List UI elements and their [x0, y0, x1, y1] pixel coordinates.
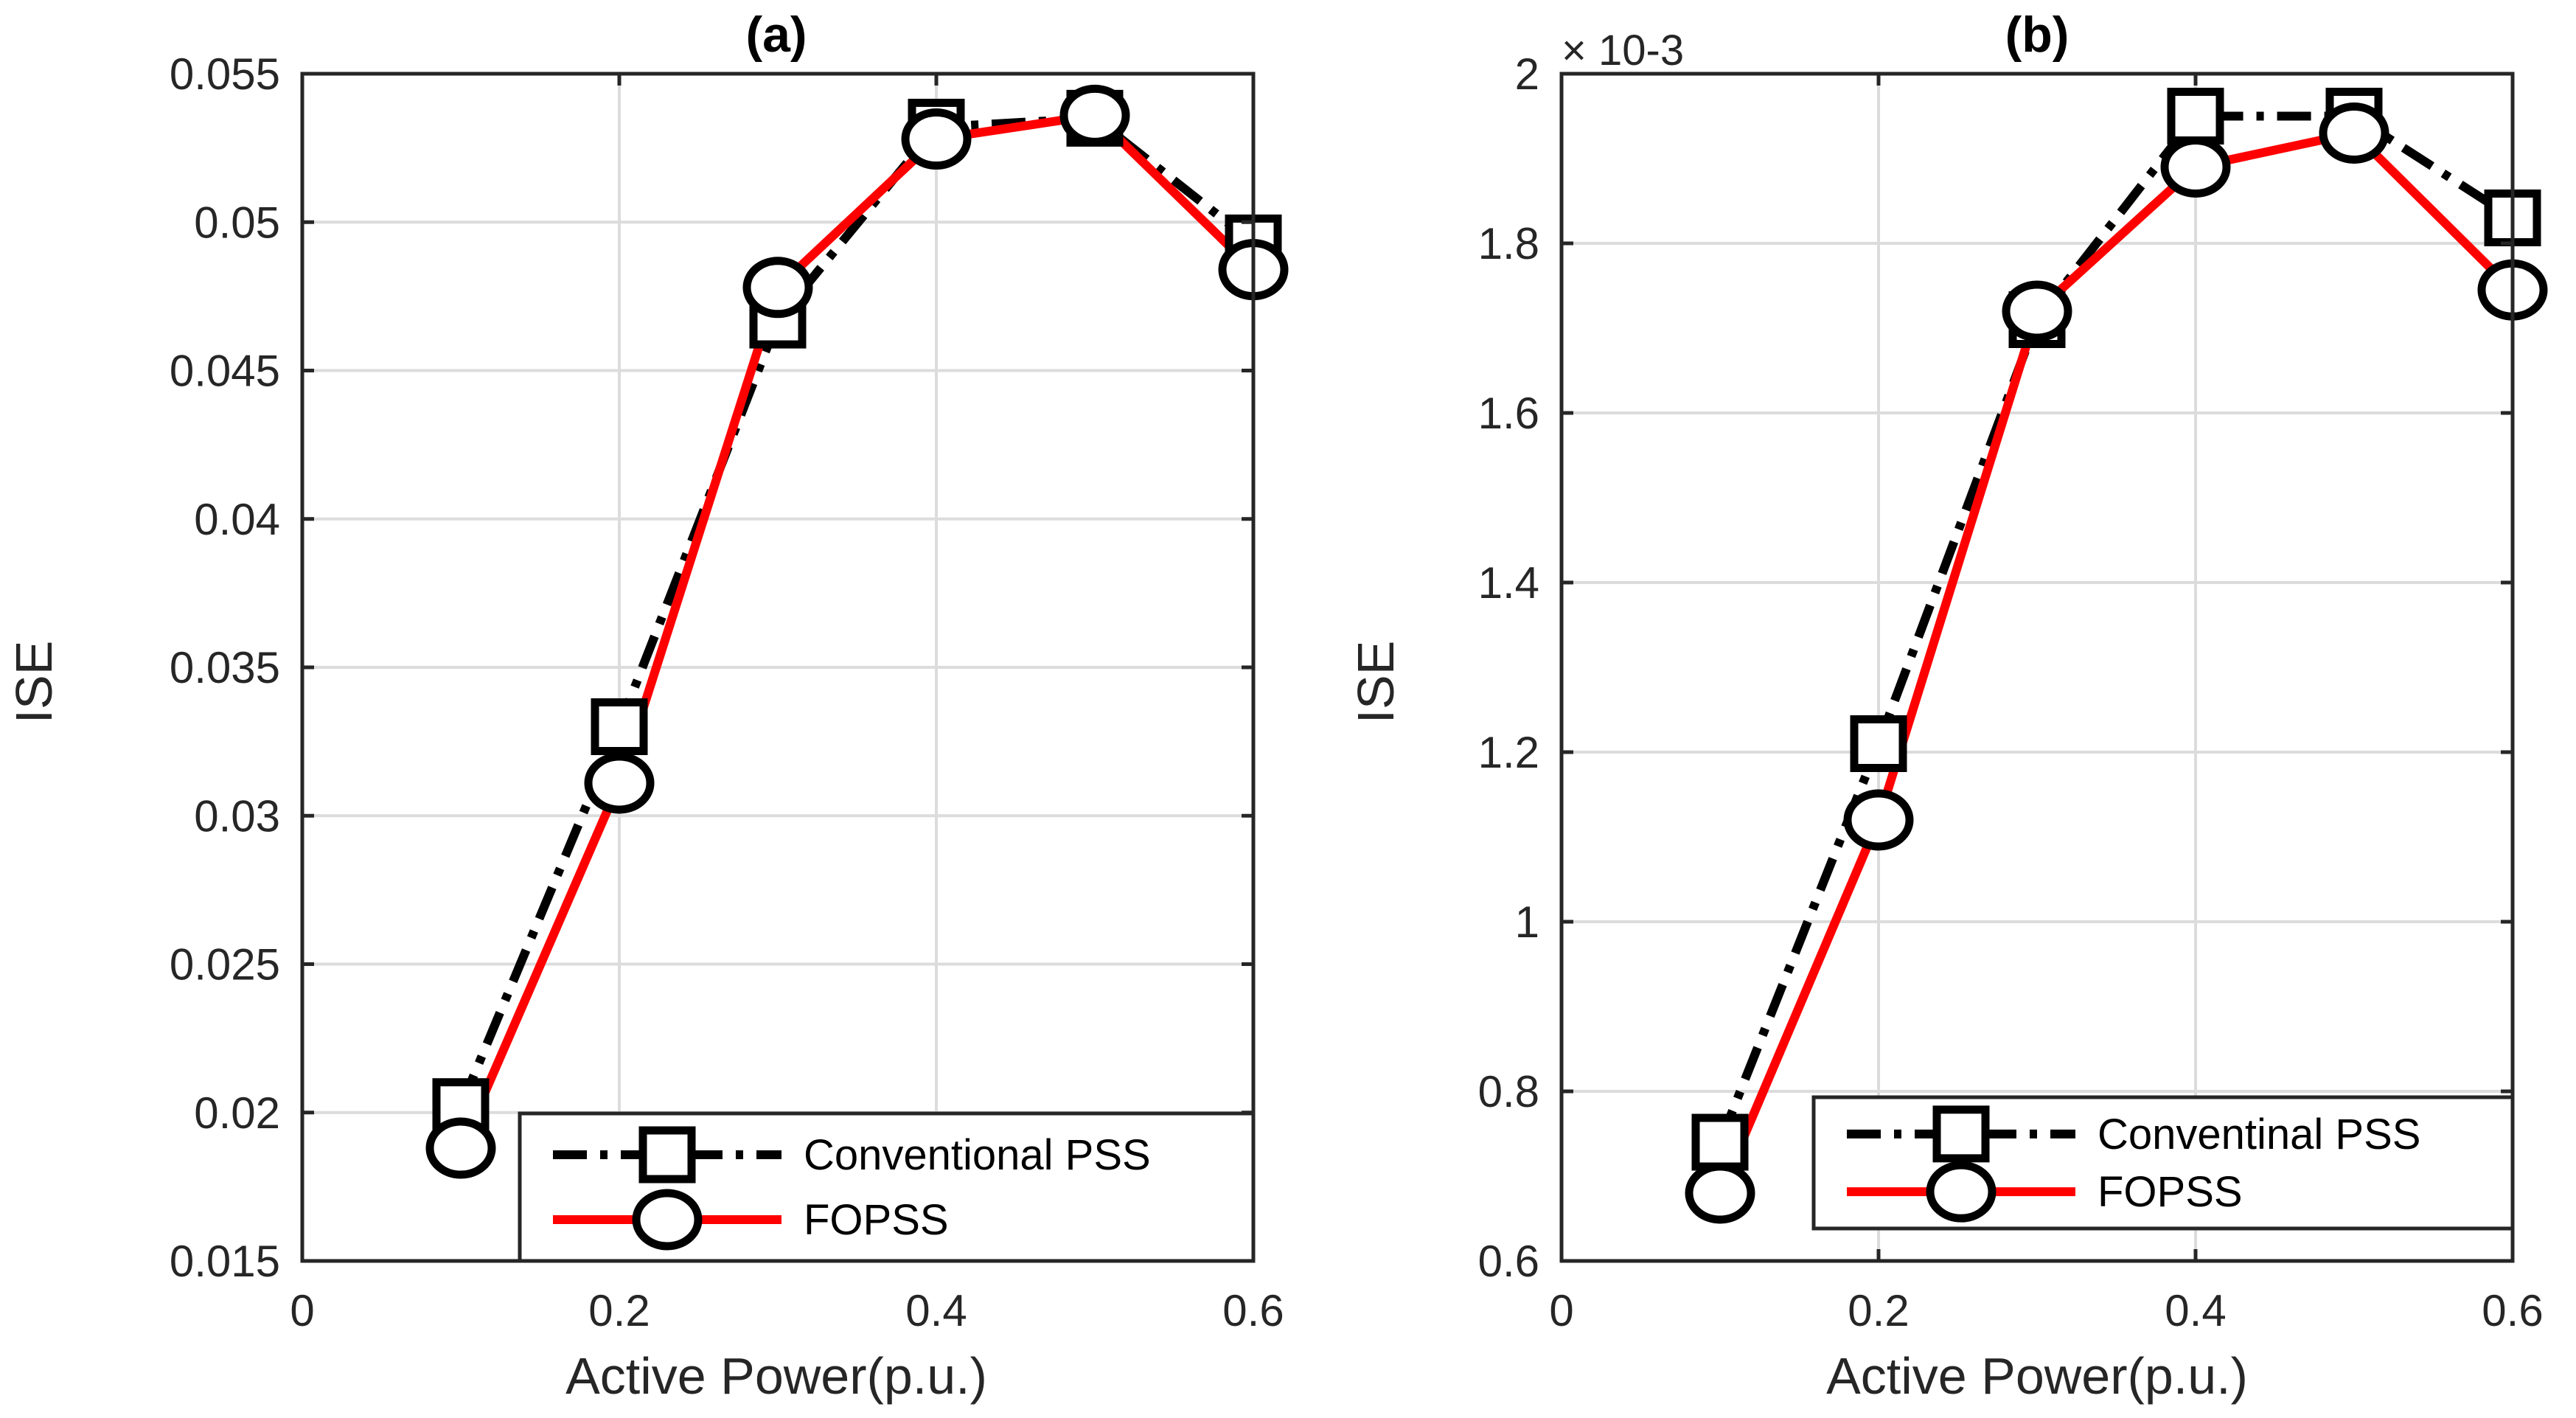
chart-a-ytick-label-6: 0.045: [170, 347, 280, 396]
chart-a-series-1-point-3: [901, 108, 972, 170]
chart-b: (b) Active Power(p.u.) ISE × 10-3 0 0.2 0.…: [1347, 7, 2548, 1405]
chart-a-legend-label-1: FOPSS: [804, 1196, 949, 1244]
chart-b-legend-box: [1811, 1095, 2515, 1231]
chart-b-legend-label-1: FOPSS: [2098, 1168, 2243, 1216]
chart-a-xtick-label-1: 0.2: [588, 1286, 650, 1335]
chart-a-ytick-label-5: 0.04: [194, 495, 280, 544]
chart-a-ytick-label-2: 0.025: [170, 940, 280, 990]
chart-a-title: (a): [745, 7, 807, 63]
chart-a-ytick-label-8: 0.055: [170, 49, 280, 99]
chart-a-ytick-label-4: 0.035: [170, 643, 280, 692]
chart-a-series-1-point-2: [742, 257, 813, 319]
chart-b-exponent: × 10-3: [1562, 27, 1684, 74]
chart-b-ytick-label-5: 1.6: [1478, 389, 1539, 438]
chart-a-ytick-label-3: 0.03: [194, 791, 280, 841]
chart-b-series-0-point-1: [1850, 715, 1907, 772]
chart-b-series-1-point-2: [2002, 280, 2072, 342]
chart-b-series-1-point-4: [2319, 102, 2389, 164]
chart-b-xtick-label-3: 0.6: [2482, 1286, 2543, 1335]
chart-b-series-1-point-0: [1685, 1162, 1755, 1224]
chart-a-series-1-point-0: [425, 1117, 496, 1179]
chart-a-xtick-label-0: 0: [290, 1286, 314, 1335]
chart-b-xlabel: Active Power(p.u.): [1826, 1347, 2248, 1405]
chart-b-series-0-point-3: [2167, 88, 2224, 145]
chart-a-ytick-label-0: 0.015: [170, 1237, 280, 1286]
chart-b-title: (b): [2005, 7, 2069, 63]
chart-b-xtick-label-0: 0: [1549, 1286, 1573, 1335]
chart-b-ytick-label-3: 1.2: [1478, 728, 1539, 777]
chart-b-ytick-label-1: 0.8: [1478, 1067, 1539, 1116]
chart-a-legend-marker-1: [632, 1189, 703, 1251]
chart-a-series-0-point-1: [591, 698, 648, 755]
chart-a-ytick-label-7: 0.05: [194, 198, 280, 247]
chart-b-legend-marker-1: [1926, 1161, 1997, 1223]
chart-b-series-0-point-0: [1691, 1113, 1749, 1171]
chart-a-legend-label-0: Conventional PSS: [804, 1131, 1151, 1179]
chart-b-series-1-line: [1716, 128, 2516, 1195]
chart-a-xlabel: Active Power(p.u.): [565, 1347, 987, 1405]
chart-a-xtick-label-2: 0.4: [905, 1286, 967, 1335]
chart-b-legend-marker-0: [1932, 1105, 1990, 1163]
chart-b-xtick-label-2: 0.4: [2165, 1286, 2226, 1335]
chart-a: (a) Active Power(p.u.) ISE 0 0.2 0.4 0.6 0.0…: [5, 7, 1289, 1405]
chart-b-ytick-label-0: 0.6: [1478, 1237, 1539, 1286]
chart-a-ylabel: ISE: [5, 641, 63, 724]
chart-b-ytick-label-2: 1: [1515, 897, 1539, 947]
chart-a-xtick-label-3: 0.6: [1222, 1286, 1284, 1335]
chart-a-legend-marker-0: [638, 1126, 696, 1184]
chart-b-series-1-point-3: [2160, 136, 2231, 198]
chart-b-legend-label-0: Conventinal PSS: [2098, 1111, 2420, 1158]
chart-b-ytick-label-6: 1.8: [1478, 219, 1539, 268]
chart-b-ylabel: ISE: [1347, 641, 1404, 724]
chart-b-ytick-label-7: 2: [1515, 49, 1539, 99]
chart-b-series-1-point-1: [1843, 789, 1914, 851]
chart-b-xtick-label-1: 0.2: [1848, 1286, 1909, 1335]
chart-b-axes-box: [1559, 72, 2515, 1263]
chart-a-series-1-point-4: [1059, 84, 1130, 146]
chart-b-ytick-label-4: 1.4: [1478, 558, 1539, 608]
chart-a-series-1-point-1: [584, 752, 655, 814]
chart-a-ytick-label-1: 0.02: [194, 1088, 280, 1138]
